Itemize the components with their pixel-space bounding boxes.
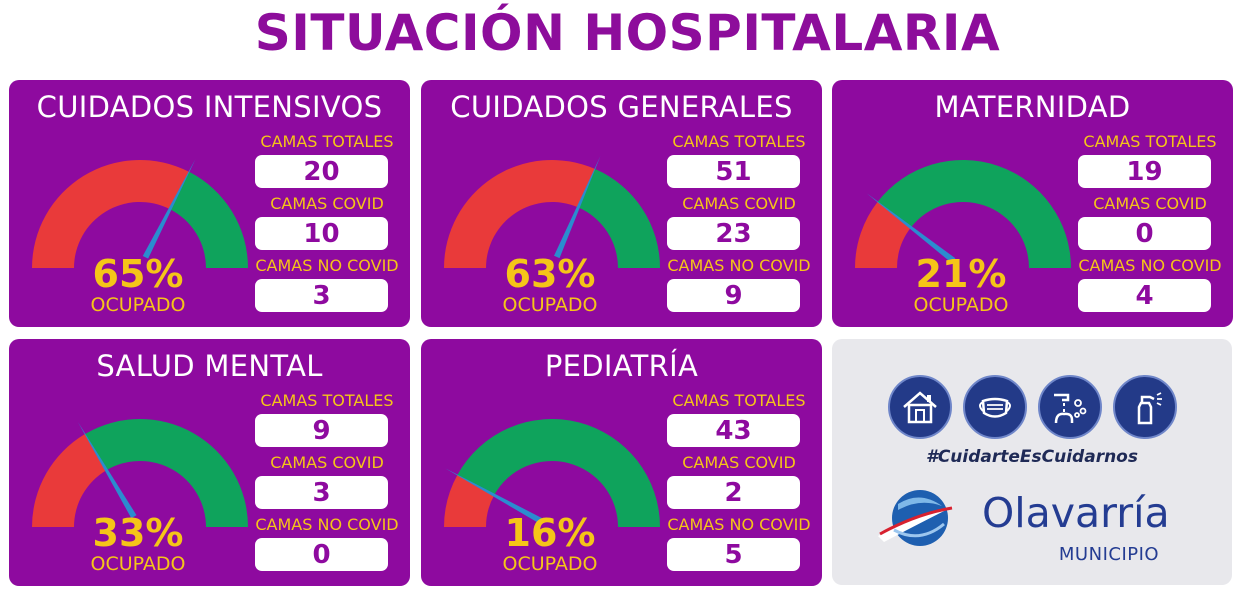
card-salud-mental: SALUD MENTAL 33% OCUPADO CAMAS TOTALES 9… bbox=[9, 339, 410, 586]
occupancy-gauge bbox=[444, 156, 660, 268]
non-covid-beds-label: CAMAS NO COVID bbox=[667, 256, 811, 275]
card-cuidados-intensivos: CUIDADOS INTENSIVOS 65% OCUPADO CAMAS TO… bbox=[9, 80, 410, 327]
covid-beds-label: CAMAS COVID bbox=[682, 453, 796, 472]
non-covid-beds-value: 3 bbox=[255, 279, 388, 312]
total-beds-label: CAMAS TOTALES bbox=[672, 132, 806, 151]
total-beds-value: 19 bbox=[1078, 155, 1211, 188]
covid-beds-value: 2 bbox=[667, 476, 800, 509]
gauge-free-arc bbox=[877, 159, 1071, 268]
gauge-needle bbox=[142, 159, 196, 259]
total-beds-label: CAMAS TOTALES bbox=[260, 391, 394, 410]
non-covid-beds-label: CAMAS NO COVID bbox=[255, 256, 399, 275]
olavarria-logo-icon bbox=[878, 490, 954, 546]
total-beds-value: 43 bbox=[667, 414, 800, 447]
total-beds-value: 51 bbox=[667, 155, 800, 188]
gauge-free-arc bbox=[578, 168, 660, 268]
non-covid-beds-label: CAMAS NO COVID bbox=[667, 515, 811, 534]
covid-beds-label: CAMAS COVID bbox=[682, 194, 796, 213]
brand-subtitle: MUNICIPIO bbox=[1058, 544, 1160, 565]
house-icon bbox=[888, 375, 952, 439]
occupied-label: OCUPADO bbox=[90, 294, 186, 316]
gauge-occupied-arc bbox=[32, 434, 107, 527]
occupancy-percent: 21% bbox=[915, 252, 1007, 296]
occupied-label: OCUPADO bbox=[913, 294, 1009, 316]
non-covid-beds-value: 4 bbox=[1078, 279, 1211, 312]
occupied-label: OCUPADO bbox=[502, 294, 598, 316]
gauge-free-arc bbox=[85, 419, 248, 527]
occupancy-percent: 63% bbox=[504, 252, 596, 296]
occupancy-percent: 33% bbox=[92, 511, 184, 555]
card-title: CUIDADOS INTENSIVOS bbox=[36, 90, 383, 124]
occupied-label: OCUPADO bbox=[502, 553, 598, 575]
total-beds-label: CAMAS TOTALES bbox=[672, 391, 806, 410]
total-beds-value: 9 bbox=[255, 414, 388, 447]
occupancy-gauge bbox=[855, 159, 1071, 268]
sanitizer-spray-icon bbox=[1113, 375, 1177, 439]
card-maternidad: MATERNIDAD 21% OCUPADO CAMAS TOTALES 19 … bbox=[832, 80, 1233, 327]
gauge-occupied-arc bbox=[444, 160, 595, 268]
covid-beds-value: 3 bbox=[255, 476, 388, 509]
occupancy-percent: 16% bbox=[504, 511, 596, 555]
gauge-free-arc bbox=[169, 171, 248, 268]
info-panel: #CuidarteEsCuidarnos Olavarría MUNICIPIO bbox=[832, 339, 1232, 585]
occupancy-percent: 65% bbox=[92, 252, 184, 296]
card-cuidados-generales: CUIDADOS GENERALES 63% OCUPADO CAMAS TOT… bbox=[421, 80, 822, 327]
page-title: SITUACIÓN HOSPITALARIA bbox=[254, 4, 1001, 62]
gauge-needle bbox=[445, 468, 543, 524]
occupancy-gauge bbox=[32, 419, 248, 527]
gauge-occupied-arc bbox=[32, 160, 190, 268]
card-title: SALUD MENTAL bbox=[96, 349, 323, 383]
non-covid-beds-value: 0 bbox=[255, 538, 388, 571]
card-title: PEDIATRÍA bbox=[544, 349, 699, 383]
non-covid-beds-label: CAMAS NO COVID bbox=[1078, 256, 1222, 275]
hand-washing-icon bbox=[1038, 375, 1102, 439]
face-mask-icon bbox=[963, 375, 1027, 439]
card-title: MATERNIDAD bbox=[934, 90, 1131, 124]
gauge-free-arc bbox=[457, 418, 660, 527]
occupancy-gauge bbox=[32, 159, 248, 268]
non-covid-beds-value: 9 bbox=[667, 279, 800, 312]
non-covid-beds-label: CAMAS NO COVID bbox=[255, 515, 399, 534]
gauge-needle bbox=[77, 421, 137, 519]
occupancy-gauge bbox=[444, 418, 660, 527]
covid-beds-label: CAMAS COVID bbox=[270, 194, 384, 213]
total-beds-label: CAMAS TOTALES bbox=[260, 132, 394, 151]
gauge-occupied-arc bbox=[855, 201, 911, 268]
campaign-hashtag: #CuidarteEsCuidarnos bbox=[926, 447, 1138, 467]
covid-beds-value: 0 bbox=[1078, 217, 1211, 250]
covid-beds-label: CAMAS COVID bbox=[270, 453, 384, 472]
occupied-label: OCUPADO bbox=[90, 553, 186, 575]
total-beds-value: 20 bbox=[255, 155, 388, 188]
gauge-occupied-arc bbox=[444, 474, 495, 527]
gauge-needle bbox=[554, 156, 601, 259]
card-title: CUIDADOS GENERALES bbox=[450, 90, 793, 124]
covid-beds-value: 10 bbox=[255, 217, 388, 250]
non-covid-beds-value: 5 bbox=[667, 538, 800, 571]
card-pediatria: PEDIATRÍA 16% OCUPADO CAMAS TOTALES 43 C… bbox=[421, 339, 822, 586]
gauge-needle bbox=[866, 193, 956, 264]
covid-beds-label: CAMAS COVID bbox=[1093, 194, 1207, 213]
covid-beds-value: 23 bbox=[667, 217, 800, 250]
brand-name: Olavarría bbox=[982, 489, 1170, 537]
total-beds-label: CAMAS TOTALES bbox=[1083, 132, 1217, 151]
